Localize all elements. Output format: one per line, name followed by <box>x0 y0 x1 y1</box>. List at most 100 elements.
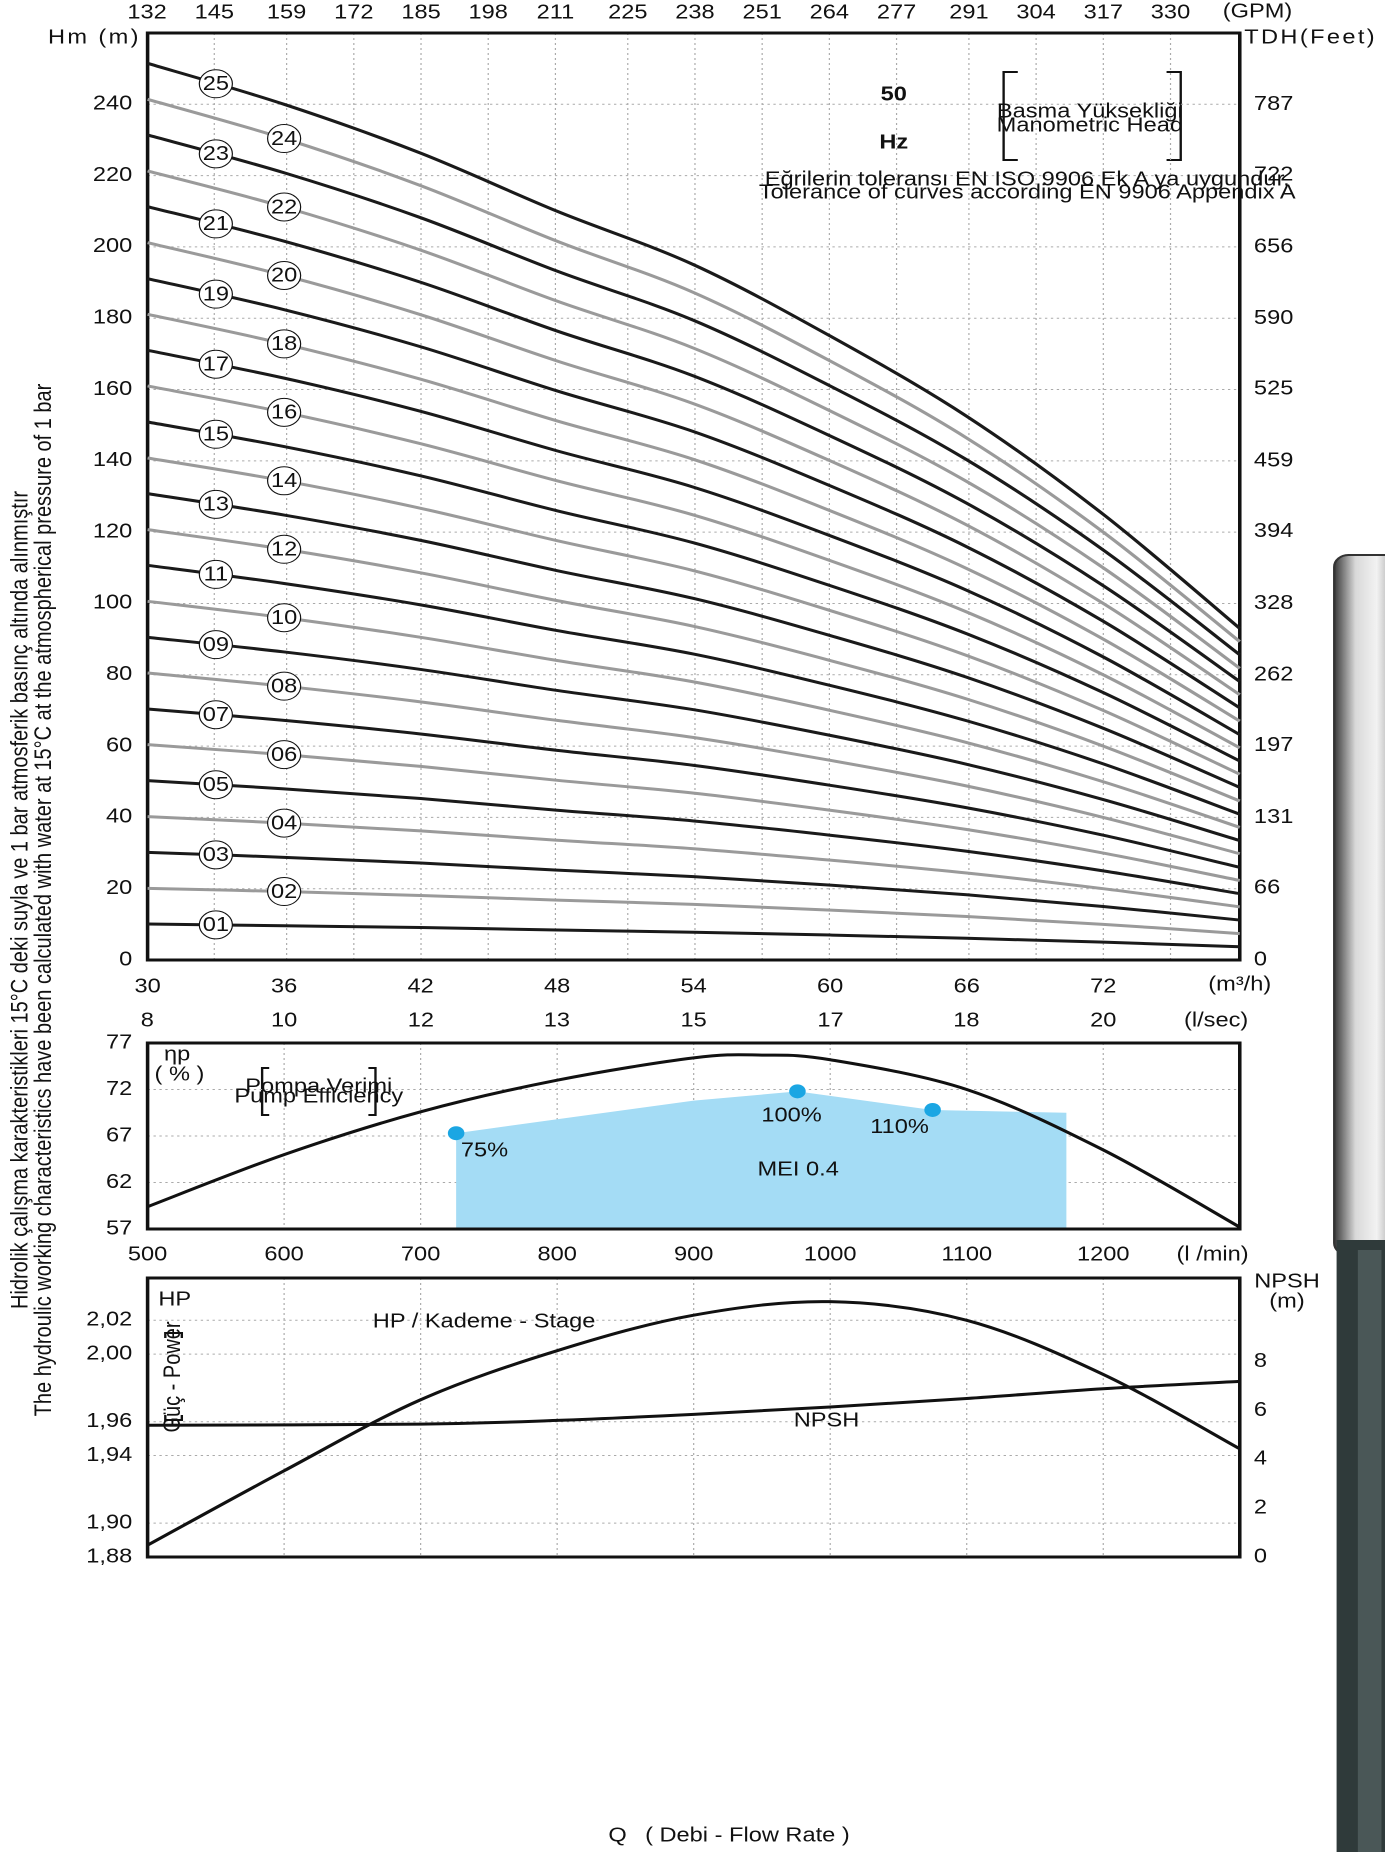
y-tick-label: 180 <box>93 305 132 328</box>
side-note: The hydroulic working characteristics ha… <box>30 384 57 1417</box>
y-tick-label: 140 <box>93 448 132 471</box>
x-tick-label: 800 <box>537 1242 576 1265</box>
y-tick-label: 2,00 <box>86 1341 132 1364</box>
curve-label: 12 <box>271 537 297 560</box>
y2-tick-label: 197 <box>1254 733 1293 756</box>
head-curve <box>147 743 1241 882</box>
x-axis-label: (m³/h) <box>1208 972 1271 995</box>
top-tick-label: 145 <box>195 0 234 23</box>
top-tick-label: 330 <box>1151 0 1190 23</box>
y2-tick-label: 459 <box>1254 448 1293 471</box>
x3-tick-label: 8 <box>141 1008 154 1031</box>
y-tick-label: 77 <box>106 1030 132 1053</box>
top-tick-label: 304 <box>1016 0 1055 23</box>
head-curve <box>147 97 1241 643</box>
y-axis-label: Hm (m) <box>48 25 141 48</box>
power-bracket <box>164 1332 184 1421</box>
curve-label: 11 <box>204 562 229 585</box>
curve-label-circle <box>198 69 233 99</box>
curve-label: 16 <box>271 400 297 423</box>
curve-label-circle <box>266 877 302 907</box>
curve-label: 05 <box>203 773 229 796</box>
top-tick-label: 225 <box>608 0 647 23</box>
y-tick-label: 60 <box>106 733 132 756</box>
y2-tick-label: 590 <box>1254 306 1293 329</box>
curve-label-circle <box>266 671 302 701</box>
head-curve <box>147 671 1241 856</box>
x-tick-label: 72 <box>1090 974 1116 997</box>
x-tick-label: 1100 <box>941 1242 992 1265</box>
y-tick-label: 1,94 <box>86 1443 132 1466</box>
y-tick-label: 1,90 <box>86 1510 132 1533</box>
curve-label: 02 <box>271 880 297 903</box>
plot-frame <box>145 31 1242 962</box>
curve-label: 19 <box>203 282 229 305</box>
x2-axis-label: (GPM) <box>1223 0 1293 22</box>
head-curve <box>147 456 1241 776</box>
curve-label-circle <box>198 700 233 730</box>
series-label: NPSH <box>794 1408 860 1431</box>
y2-axis-label: TDH(Feet) <box>1244 25 1377 48</box>
x-tick-label: 600 <box>264 1242 303 1265</box>
curve-label: 09 <box>203 633 229 656</box>
y2-tick-label: 262 <box>1254 662 1293 685</box>
top-tick-label: 317 <box>1084 0 1123 23</box>
curve-label: 22 <box>271 195 297 218</box>
top-tick-label: 211 <box>537 0 575 23</box>
x-tick-label: 1000 <box>804 1242 857 1265</box>
y-tick-label: 0 <box>119 947 132 970</box>
x-axis-label: Q <box>608 1823 626 1846</box>
curve-label-circle <box>198 209 233 239</box>
legend-label: Pompa Verimi <box>245 1074 392 1097</box>
curve-label-circle <box>266 192 302 222</box>
curve-label: 21 <box>203 212 229 235</box>
curve-label: 20 <box>271 263 297 286</box>
power-curve <box>147 1379 1240 1427</box>
x-tick-label: 66 <box>954 974 980 997</box>
x3-axis-label: (l/sec) <box>1184 1008 1248 1031</box>
head-label: Manometric Head <box>997 113 1183 136</box>
head-curve <box>147 922 1240 949</box>
curve-label: 08 <box>271 674 297 697</box>
top-tick-label: 159 <box>267 0 306 23</box>
curve-label-circle <box>266 329 302 359</box>
head-curve <box>147 348 1241 736</box>
y-tick-label: 62 <box>106 1170 132 1193</box>
curve-label-circle <box>266 466 302 496</box>
tolerance-note: Tolerance of curves according EN 9906 Ap… <box>759 180 1296 203</box>
y2-tick-label: 0 <box>1254 947 1267 970</box>
head-legend-bracket <box>1002 71 1182 161</box>
top-tick-label: 264 <box>810 0 849 23</box>
curve-label: 18 <box>271 332 297 355</box>
curve-label: 06 <box>271 743 297 766</box>
head-curve <box>147 563 1241 816</box>
curve-label: 07 <box>203 703 229 726</box>
y-tick-label: 200 <box>93 234 132 257</box>
efficiency-point <box>924 1102 941 1117</box>
frequency-value: 50 <box>881 82 907 105</box>
x-tick-label: 54 <box>681 974 707 997</box>
head-curve <box>147 205 1241 683</box>
tolerance-note: Eğrilerin toleransı EN ISO 9906 Ek A ya … <box>765 167 1290 190</box>
plot-frame <box>145 1276 1242 1559</box>
point-label: 75% <box>461 1138 508 1161</box>
y-tick-label: 160 <box>93 377 132 400</box>
head-curve <box>147 492 1241 789</box>
x-tick-label: 36 <box>271 974 297 997</box>
curve-label: 10 <box>271 606 297 629</box>
curve-label-circle <box>266 397 302 427</box>
x3-tick-label: 20 <box>1090 1008 1116 1031</box>
head-curve <box>147 779 1241 896</box>
top-tick-label: 172 <box>334 0 373 23</box>
x-tick-label: 700 <box>401 1242 440 1265</box>
x3-tick-label: 13 <box>544 1008 570 1031</box>
top-tick-label: 132 <box>127 0 166 23</box>
head-curve <box>147 850 1240 922</box>
y2-tick-label: 722 <box>1254 162 1293 185</box>
plot-frame <box>145 1041 1242 1231</box>
efficiency-legend-bracket <box>260 1067 377 1116</box>
curve-label: 01 <box>203 913 229 936</box>
curve-label-circle <box>198 910 233 940</box>
x-axis-label: (l /min) <box>1177 1242 1249 1265</box>
y-axis-unit: ( % ) <box>155 1062 205 1085</box>
